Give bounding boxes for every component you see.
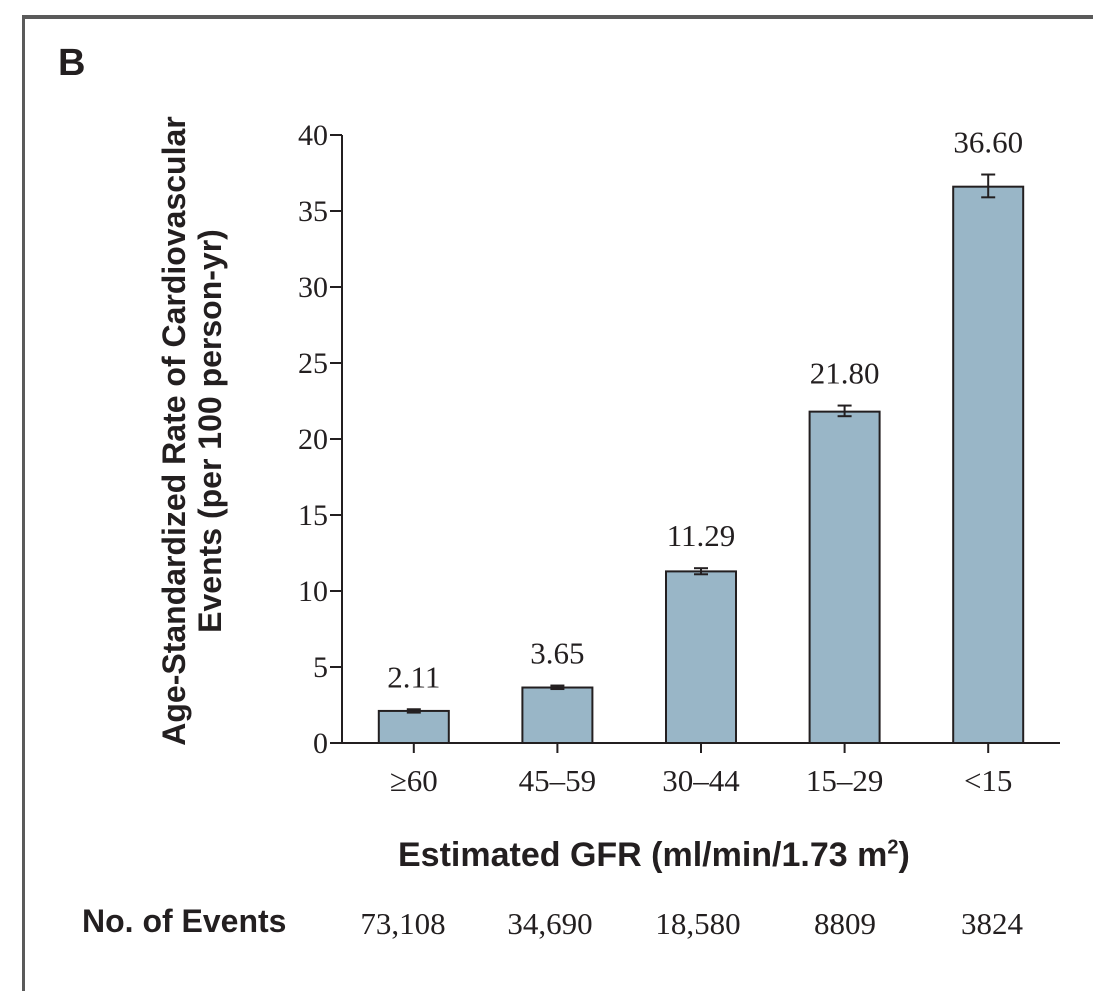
data-label: 3.65 xyxy=(530,636,584,671)
events-count: 34,690 xyxy=(507,906,593,941)
x-axis-label-end: ) xyxy=(898,836,910,874)
bar xyxy=(952,185,1025,744)
data-label: 2.11 xyxy=(387,659,440,694)
y-tick-label: 20 xyxy=(298,423,328,456)
x-tick-label: ≥60 xyxy=(390,763,438,798)
bar xyxy=(665,570,737,745)
x-axis-label-superscript: 2 xyxy=(887,836,899,859)
top-border xyxy=(22,15,1093,19)
y-tick-label: 30 xyxy=(298,271,328,304)
x-tick-label: 30–44 xyxy=(662,763,740,798)
x-tick-label: <15 xyxy=(964,763,1012,798)
x-tick-label: 15–29 xyxy=(806,763,884,798)
bar xyxy=(808,410,881,744)
events-row-label: No. of Events xyxy=(82,903,287,939)
left-border xyxy=(22,15,25,991)
x-tick-label: 45–59 xyxy=(519,763,597,798)
data-label: 36.60 xyxy=(953,125,1023,160)
x-axis-label: Estimated GFR (ml/min/1.73 m2) xyxy=(398,836,910,875)
events-count: 3824 xyxy=(961,906,1023,941)
y-tick-label: 35 xyxy=(298,195,328,228)
y-tick-label: 10 xyxy=(298,575,328,608)
events-count: 18,580 xyxy=(655,906,741,941)
y-tick-label: 0 xyxy=(313,727,328,760)
events-count: 8809 xyxy=(814,906,876,941)
x-axis-label-text: Estimated GFR (ml/min/1.73 m xyxy=(398,836,888,874)
y-tick-label: 5 xyxy=(313,651,328,684)
bar xyxy=(377,709,450,744)
y-tick-label: 40 xyxy=(298,119,328,152)
data-label: 21.80 xyxy=(810,356,880,391)
bar xyxy=(521,686,594,745)
y-tick-label: 15 xyxy=(298,499,328,532)
panel-letter: B xyxy=(58,42,86,84)
events-count: 73,108 xyxy=(360,906,446,941)
y-tick-label: 25 xyxy=(298,347,328,380)
data-label: 11.29 xyxy=(667,518,736,553)
